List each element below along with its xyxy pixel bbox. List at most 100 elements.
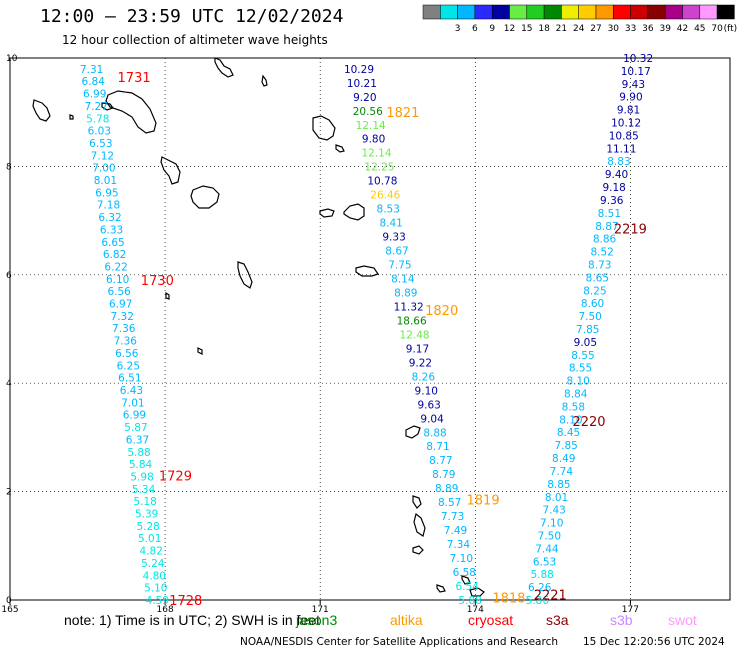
wave-height-value: 5.87	[124, 422, 147, 434]
legend-label: 15	[521, 24, 532, 34]
pass-time-label: 2219	[614, 223, 647, 238]
wave-height-value: 8.60	[581, 298, 604, 310]
wave-height-value: 8.57	[438, 497, 461, 509]
wave-height-value: 7.49	[444, 525, 467, 537]
wave-height-value: 6.43	[120, 385, 143, 397]
legend-swatch	[509, 4, 528, 20]
wave-height-value: 10.21	[347, 78, 377, 90]
wave-height-value: 7.75	[388, 260, 411, 272]
wave-height-value: 5.28	[136, 521, 159, 533]
wave-height-value: 12.25	[364, 162, 394, 174]
legend-swatch	[595, 4, 614, 20]
satellite-name: s3a	[546, 612, 569, 628]
island-outline	[469, 587, 485, 597]
footer-timestamp: 15 Dec 12:20:56 UTC 2024	[583, 636, 725, 648]
legend-swatch	[474, 4, 493, 20]
wave-height-value: 6.53	[533, 556, 556, 568]
wave-height-value: 5.39	[135, 509, 158, 521]
wave-height-value: 7.50	[578, 311, 601, 323]
pass-time-label: 2220	[572, 415, 605, 430]
page-subtitle: 12 hour collection of altimeter wave hei…	[62, 33, 328, 47]
wave-height-value: 5.24	[141, 558, 165, 570]
wave-height-value: 6.84	[82, 76, 106, 88]
satellite-name: jason3	[295, 612, 337, 628]
legend-swatch	[526, 4, 545, 20]
wave-height-value: 8.67	[385, 246, 408, 258]
wave-height-value: 8.55	[571, 350, 594, 362]
island-outline	[343, 203, 365, 221]
island-outline	[105, 90, 157, 134]
wave-height-value: 8.49	[552, 453, 575, 465]
map-frame	[9, 57, 731, 601]
wave-height-value: 8.58	[562, 401, 585, 413]
footer-note: note: 1) Time is in UTC; 2) SWH is in fe…	[64, 612, 320, 628]
wave-height-value: 8.41	[379, 218, 402, 230]
island-outline	[214, 57, 234, 78]
satellite-name: cryosat	[468, 612, 513, 628]
pass-time-label: 1729	[159, 469, 192, 484]
wave-height-value: 7.18	[97, 200, 120, 212]
wave-height-value: 7.32	[111, 311, 134, 323]
wave-height-value: 6.58	[453, 567, 476, 579]
wave-height-value: 6.99	[83, 89, 106, 101]
legend-label: 18	[538, 24, 550, 34]
x-tick-label: 171	[312, 605, 329, 615]
wave-height-value: 10.12	[611, 118, 641, 130]
track-b: 10.29 10.21 9.20 20.56 12.14 9.80 12.14 12.25 10…	[344, 64, 482, 607]
color-legend: 3 6 9 12 15 18 21 24 27 30 33 36 39 42 45 70 (ft)	[422, 4, 737, 34]
wave-height-value: 10.85	[609, 130, 639, 142]
island-outline	[405, 425, 421, 439]
pass-time-label: 2221	[534, 589, 567, 604]
island-outline	[197, 347, 203, 355]
wave-height-value: 8.10	[559, 414, 582, 426]
wave-height-value: 10.32	[623, 53, 653, 65]
island-outline	[261, 74, 268, 87]
x-tick-label: 177	[622, 605, 639, 615]
legend-swatch	[630, 4, 649, 20]
legend-swatch	[422, 4, 441, 20]
wave-height-value: 8.10	[566, 376, 589, 388]
satellite-name: s3b	[610, 612, 633, 628]
wave-height-value: 8.52	[590, 247, 613, 259]
wave-height-value: 9.33	[382, 232, 405, 244]
y-tick-label: 2	[6, 488, 12, 498]
wave-height-value: 10.29	[344, 64, 374, 76]
wave-height-value: 8.89	[394, 287, 417, 299]
wave-height-value: 4.80	[143, 570, 166, 582]
wave-height-value: 5.88	[530, 569, 553, 581]
wave-height-value: 7.10	[540, 518, 563, 530]
wave-height-value: 7.10	[450, 553, 473, 565]
footer-credit: NOAA/NESDIS Center for Satellite Applica…	[240, 636, 558, 648]
y-tick-label: 6	[6, 271, 12, 281]
wave-height-value: 10.78	[367, 176, 397, 188]
wave-height-value: 12.48	[400, 329, 430, 341]
island-outline	[32, 99, 51, 122]
legend-label: 24	[573, 24, 585, 34]
wave-height-value: 6.54	[456, 581, 480, 593]
pass-time-labels: 1731 1730 1729 1728 1821 1820 1819 1818 2219 2220…	[118, 71, 647, 609]
pass-time-label: 1821	[386, 106, 419, 121]
wave-height-value: 8.71	[426, 441, 449, 453]
wave-height-value: 7.43	[542, 505, 565, 517]
wave-height-value: 8.51	[598, 208, 621, 220]
wave-height-value: 9.17	[406, 343, 429, 355]
wave-height-value: 6.26	[528, 582, 552, 594]
legend-swatch	[716, 4, 735, 20]
wave-height-value: 9.43	[622, 79, 645, 91]
wave-height-value: 6.32	[98, 212, 121, 224]
island-outline	[312, 115, 336, 141]
legend-label: 33	[625, 24, 636, 34]
legend-label: 9	[489, 24, 495, 34]
wave-height-value: 18.66	[397, 315, 427, 327]
wave-height-value: 6.82	[103, 249, 126, 261]
y-tick-label: 0	[6, 596, 12, 606]
legend-swatch	[491, 4, 510, 20]
x-tick-label: 168	[157, 605, 174, 615]
legend-label: 45	[694, 24, 705, 34]
wave-height-value: 26.46	[370, 190, 400, 202]
wave-height-value: 8.87	[595, 221, 618, 233]
wave-height-value: 9.80	[362, 134, 385, 146]
wave-height-value: 6.10	[106, 274, 129, 286]
wave-height-value: 6.53	[89, 138, 112, 150]
